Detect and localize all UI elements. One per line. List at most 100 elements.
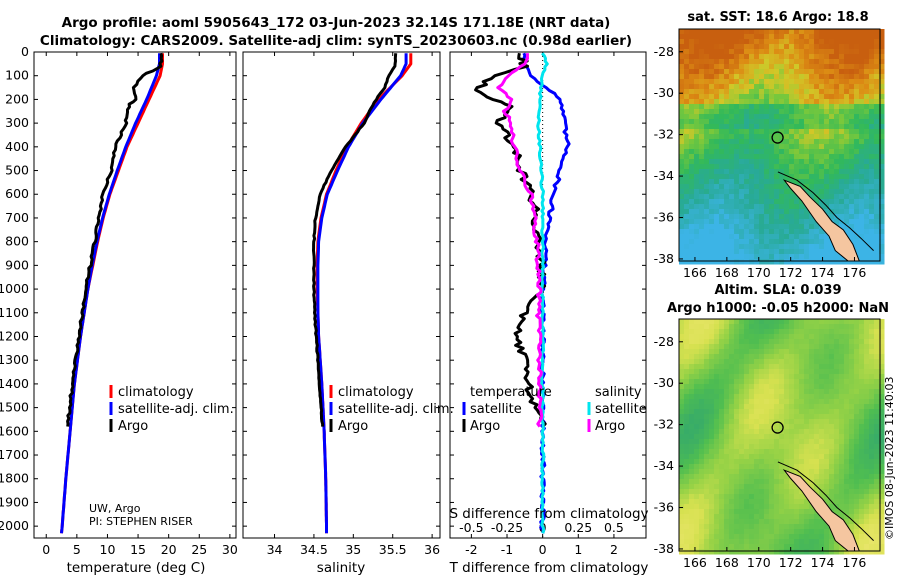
map-cell [849,29,855,35]
map-cell [859,174,865,180]
map-cell [839,374,845,380]
map-cell [689,114,695,120]
map-cell [734,139,740,145]
map-x-tick-label: 166 [683,265,707,280]
map-cell [709,454,715,460]
map-cell [704,94,710,100]
map-cell [809,234,815,240]
map-cell [869,109,875,115]
map-cell [749,219,755,225]
map-cell [784,104,790,110]
map-cell [744,54,750,60]
map-cell [784,39,790,45]
map-cell [774,529,780,535]
map-cell [809,434,815,440]
map-cell [689,169,695,175]
map-cell [759,119,765,125]
map-cell [869,474,875,480]
map-cell [814,464,820,470]
map-cell [694,54,700,60]
map-cell [774,534,780,540]
temperature-axis-label: temperature (deg C) [67,560,206,576]
map-cell [699,449,705,455]
map-cell [709,249,715,255]
map-cell [779,549,785,555]
map-cell [739,449,745,455]
map-cell [849,214,855,220]
map-cell [699,359,705,365]
map-cell [699,399,705,405]
map-cell [859,519,865,525]
map-cell [679,524,685,530]
map-cell [709,179,715,185]
map-cell [764,194,770,200]
map-cell [879,29,885,35]
map-cell [714,489,720,495]
map-cell [759,319,765,325]
map-cell [804,234,810,240]
map-cell [684,354,690,360]
map-cell [849,549,855,555]
map-cell [769,164,775,170]
map-cell [764,389,770,395]
map-cell [684,209,690,215]
map-cell [859,329,865,335]
map-cell [704,74,710,80]
map-cell [754,139,760,145]
map-cell [789,134,795,140]
map-cell [739,249,745,255]
map-cell [839,89,845,95]
map-cell [779,344,785,350]
map-cell [684,139,690,145]
map-cell [809,449,815,455]
legend-label-temp-argo: Argo [470,419,500,434]
map-cell [869,244,875,250]
map-cell [794,379,800,385]
map-cell [844,154,850,160]
map-cell [794,359,800,365]
map-cell [749,169,755,175]
map-cell [779,544,785,550]
map-cell [754,259,760,265]
map-cell [679,419,685,425]
map-cell [849,44,855,50]
map-cell [799,169,805,175]
map-cell [879,469,885,475]
map-cell [824,154,830,160]
map-cell [824,474,830,480]
map-cell [854,394,860,400]
map-cell [699,49,705,55]
map-cell [814,84,820,90]
map-cell [779,259,785,265]
map-cell [839,204,845,210]
map-cell [824,379,830,385]
map-cell [779,394,785,400]
map-cell [799,244,805,250]
map-cell [784,529,790,535]
map-cell [714,484,720,490]
map-cell [789,459,795,465]
map-cell [799,229,805,235]
map-cell [794,159,800,165]
map-cell [699,539,705,545]
map-cell [829,404,835,410]
map-cell [854,94,860,100]
map-cell [689,234,695,240]
map-cell [699,249,705,255]
map-cell [839,454,845,460]
map-cell [744,109,750,115]
map-cell [879,99,885,105]
map-cell [769,474,775,480]
map-cell [864,359,870,365]
plot-frame [242,51,441,539]
map-cell [769,169,775,175]
map-cell [824,339,830,345]
map-cell [814,184,820,190]
map-cell [784,464,790,470]
map-cell [729,484,735,490]
map-cell [819,194,825,200]
map-cell [724,224,730,230]
map-cell [719,524,725,530]
map-cell [869,44,875,50]
map-cell [799,519,805,525]
